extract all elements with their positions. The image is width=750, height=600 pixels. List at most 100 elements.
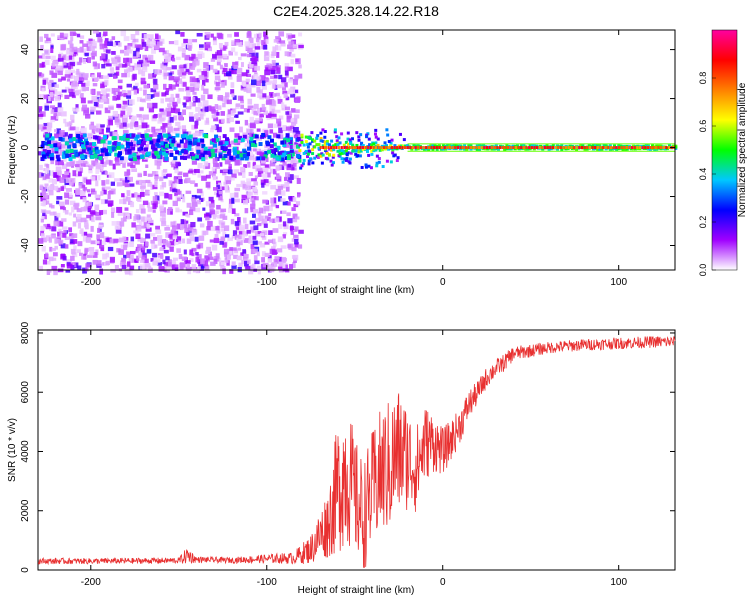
spectrogram-cell (51, 72, 58, 78)
spectrogram-cell (290, 125, 295, 129)
spectrogram-cell (357, 138, 361, 142)
spectrogram-cell (578, 146, 581, 150)
spectrogram-cell (353, 146, 357, 150)
spectrogram-cell (292, 163, 297, 167)
spectrogram-cell (236, 183, 242, 188)
spectrogram-cell (169, 150, 174, 154)
spectrogram-cell (120, 144, 125, 149)
spectrogram-cell (277, 185, 284, 190)
spectrogram-cell (321, 128, 325, 132)
spectrogram-cell (282, 152, 287, 157)
spectrogram-cell (47, 39, 52, 44)
spectrogram-cell (250, 248, 256, 255)
spectrogram-cell (45, 253, 49, 258)
spectrogram-cell (185, 260, 191, 264)
spectrogram-cell (361, 147, 365, 151)
spectrogram-cell (82, 267, 87, 274)
spectrogram-cell (257, 230, 262, 235)
spectrogram-cell (253, 33, 258, 39)
spectrogram-cell (140, 142, 145, 147)
spectrogram-cell (278, 224, 283, 230)
spectrogram-cell (162, 129, 166, 133)
spectrogram-cell (257, 173, 263, 177)
spectrogram-cell (69, 31, 76, 36)
spectrogram-cell (226, 260, 230, 266)
spectrogram-cell (261, 80, 266, 87)
spectrogram-cell (192, 96, 196, 102)
spectrogram-cell (252, 240, 258, 245)
spectrogram-cell (131, 258, 137, 263)
spectrogram-cell (271, 51, 277, 56)
spectrogram-cell (66, 168, 70, 174)
spectrogram-cell (547, 145, 551, 149)
spectrogram-cell (134, 142, 139, 147)
spectrogram-cell (537, 146, 541, 150)
spectrogram-cell (142, 133, 147, 138)
spectrogram-cell (255, 217, 261, 222)
spectrogram-cell (128, 154, 133, 159)
spectrogram-cell (162, 239, 168, 246)
spectrogram-cell (145, 227, 152, 232)
y-tick-label: 0 (20, 144, 31, 150)
spectrogram-cell (181, 256, 187, 262)
spectrogram-cell (319, 154, 323, 158)
spectrogram-cell (126, 144, 131, 149)
spectrogram-cell (462, 146, 465, 150)
spectrogram-cell (44, 49, 50, 56)
spectrogram-cell (188, 112, 194, 118)
spectrogram-cell (189, 225, 194, 232)
spectrogram-cell (401, 146, 404, 150)
spectrogram-cell (246, 152, 251, 157)
spectrogram-cell (588, 146, 591, 150)
spectrogram-cell (169, 233, 173, 240)
spectrogram-cell (171, 159, 177, 164)
spectrogram-cell (290, 59, 295, 65)
spectrogram-cell (64, 236, 71, 240)
spectrogram-cell (183, 172, 189, 177)
spectrogram-cell (251, 200, 256, 207)
spectrogram-cell (211, 166, 216, 172)
spectrogram-cell (91, 129, 96, 135)
spectrogram-cell (181, 73, 186, 79)
spectrogram-cell (205, 78, 209, 83)
spectrogram-cell (189, 63, 193, 69)
spectrogram-cell (248, 191, 254, 196)
spectrogram-cell (446, 144, 450, 148)
spectrogram-cell (248, 269, 254, 275)
spectrogram-cell (81, 86, 86, 92)
spectrogram-cell (71, 119, 75, 123)
spectrogram-cell (602, 144, 606, 148)
spectrogram-cell (136, 194, 142, 200)
spectrogram-cell (99, 232, 105, 239)
spectrogram-cell (168, 106, 173, 111)
spectrogram-cell (64, 141, 69, 146)
spectrogram-cell (50, 136, 55, 141)
spectrogram-cell (344, 140, 348, 144)
spectrogram-cell (517, 146, 520, 150)
spectrogram-cell (293, 254, 299, 261)
spectrogram-cell (158, 266, 165, 272)
spectrogram-cell (105, 93, 110, 97)
spectrogram-cell (81, 48, 87, 53)
spectrogram-cell (99, 126, 104, 131)
spectrogram-cell (120, 244, 125, 251)
spectrogram-cell (234, 159, 240, 166)
spectrogram-cell (263, 44, 268, 50)
spectrogram-cell (641, 146, 644, 150)
spectrogram-cell (256, 108, 262, 113)
spectrogram-cell (98, 224, 103, 229)
spectrogram-cell (138, 221, 143, 226)
spectrogram-cell (118, 63, 123, 68)
spectrogram-cell (82, 133, 87, 138)
spectrogram-cell (433, 146, 436, 150)
spectrogram-cell (556, 147, 560, 151)
spectrogram-cell (90, 52, 97, 56)
spectrogram-cell (200, 258, 205, 265)
spectrogram-cell (256, 86, 261, 93)
spectrogram-cell (275, 36, 280, 42)
spectrogram-cell (177, 151, 182, 156)
spectrogram-cell (194, 168, 200, 174)
spectrogram-cell (84, 141, 89, 146)
spectrogram-cell (294, 130, 301, 136)
spectrogram-cell (287, 37, 293, 41)
